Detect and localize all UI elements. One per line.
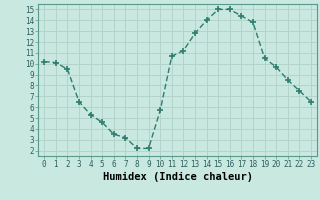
X-axis label: Humidex (Indice chaleur): Humidex (Indice chaleur) [103,172,252,182]
